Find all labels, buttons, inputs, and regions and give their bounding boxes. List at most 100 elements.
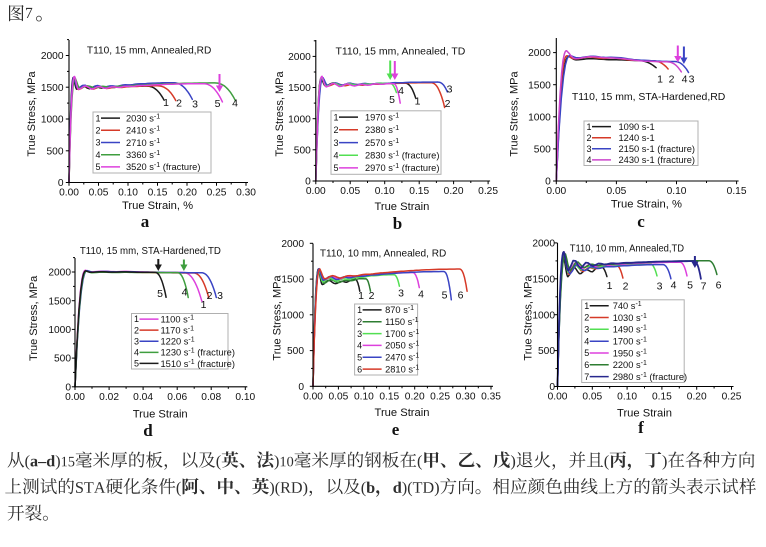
svg-text:1000: 1000 [288,114,311,125]
svg-text:3: 3 [587,144,592,154]
svg-text:a: a [141,212,150,231]
svg-text:T110, 10 mm, Annealed,TD: T110, 10 mm, Annealed,TD [570,244,684,255]
svg-text:5: 5 [442,290,448,302]
svg-text:2830 s-1 (fracture): 2830 s-1 (fracture) [365,151,439,161]
svg-text:4: 4 [682,74,688,86]
svg-text:500: 500 [287,346,304,357]
svg-text:4: 4 [357,341,362,351]
svg-text:0.20: 0.20 [177,188,197,199]
svg-text:0.00: 0.00 [65,392,85,403]
svg-text:5: 5 [389,94,395,106]
svg-text:1: 1 [201,299,207,311]
svg-text:6: 6 [458,290,464,302]
svg-text:0: 0 [65,382,71,393]
svg-text:True Strain: True Strain [133,408,188,420]
svg-text:2: 2 [369,290,375,302]
svg-text:1150 s-1: 1150 s-1 [385,317,419,327]
svg-text:4: 4 [418,289,424,301]
svg-text:0.00: 0.00 [59,188,79,199]
svg-text:500: 500 [54,354,71,365]
svg-text:T110, 15 mm, STA-Hardened,TD: T110, 15 mm, STA-Hardened,TD [80,246,221,257]
svg-text:T110, 15 mm, Annealed, TD: T110, 15 mm, Annealed, TD [336,47,466,58]
svg-text:0.30: 0.30 [456,392,476,403]
svg-text:0: 0 [305,177,311,188]
svg-text:1: 1 [357,305,362,315]
svg-text:0.35: 0.35 [481,392,501,403]
svg-text:0.05: 0.05 [582,392,602,403]
svg-text:True Stress, MPa: True Stress, MPa [28,275,40,361]
svg-text:500: 500 [538,346,555,357]
svg-text:1090 s-1: 1090 s-1 [619,122,655,132]
svg-text:2570 s-1: 2570 s-1 [365,138,399,148]
svg-text:1030 s-1: 1030 s-1 [613,313,647,323]
svg-text:0.10: 0.10 [118,188,138,199]
svg-text:1: 1 [96,113,101,123]
svg-text:0.04: 0.04 [133,392,153,403]
svg-text:2: 2 [584,313,589,323]
svg-text:2980 s-1 (fracture): 2980 s-1 (fracture) [613,372,687,382]
svg-text:5: 5 [687,280,693,292]
svg-text:True Stress, MPa: True Stress, MPa [523,275,535,361]
svg-text:4: 4 [584,336,589,346]
svg-text:2: 2 [587,133,592,143]
svg-text:1: 1 [587,122,592,132]
svg-text:4: 4 [232,98,238,110]
svg-text:1000: 1000 [532,310,555,321]
svg-text:3: 3 [584,325,589,335]
svg-text:1700 s-1: 1700 s-1 [613,337,647,347]
svg-text:4: 4 [671,280,677,292]
svg-text:2470 s-1: 2470 s-1 [385,353,419,363]
svg-text:2: 2 [669,74,675,86]
svg-text:3520 s-1 (fracture): 3520 s-1 (fracture) [126,162,200,172]
svg-text:4: 4 [182,287,188,299]
svg-text:e: e [392,420,400,439]
svg-text:0.10: 0.10 [235,392,255,403]
svg-text:3: 3 [357,329,362,339]
svg-text:5: 5 [215,98,221,110]
svg-text:0.00: 0.00 [303,392,323,403]
svg-text:5: 5 [584,348,589,358]
svg-text:2: 2 [207,290,213,302]
svg-text:0.05: 0.05 [328,392,348,403]
svg-text:2970 s-1 (fracture): 2970 s-1 (fracture) [365,163,439,173]
svg-text:3: 3 [689,74,695,86]
svg-text:T110, 15 mm, Annealed,RD: T110, 15 mm, Annealed,RD [87,45,211,56]
svg-text:2810 s-1: 2810 s-1 [385,364,419,374]
svg-text:f: f [638,418,644,437]
svg-text:1500: 1500 [281,275,304,286]
svg-text:0: 0 [545,177,551,188]
svg-text:1000: 1000 [41,115,64,126]
svg-text:0.25: 0.25 [207,188,227,199]
svg-text:500: 500 [534,145,551,156]
svg-text:3: 3 [134,336,139,346]
svg-text:2150 s-1 (fracture): 2150 s-1 (fracture) [619,144,695,154]
svg-text:True Stress, MPa: True Stress, MPa [272,275,284,361]
svg-text:3: 3 [334,138,339,148]
svg-text:2380 s-1: 2380 s-1 [365,125,399,135]
svg-text:2: 2 [96,126,101,136]
svg-text:1220 s-1: 1220 s-1 [161,337,195,347]
svg-text:0.25: 0.25 [430,392,450,403]
svg-text:7: 7 [701,281,707,293]
svg-text:500: 500 [294,145,311,156]
svg-text:1500: 1500 [41,83,64,94]
svg-text:7: 7 [584,372,589,382]
svg-text:2410 s-1: 2410 s-1 [126,126,160,136]
svg-text:500: 500 [47,146,64,157]
svg-text:5: 5 [357,352,362,362]
svg-text:0.10: 0.10 [354,392,374,403]
svg-text:1: 1 [657,74,663,86]
svg-text:1970 s-1: 1970 s-1 [365,112,399,122]
svg-text:2030 s-1: 2030 s-1 [126,113,160,123]
svg-text:4: 4 [587,155,592,165]
svg-text:1: 1 [134,314,139,324]
svg-text:2000: 2000 [281,239,304,250]
svg-text:0.02: 0.02 [99,392,119,403]
svg-text:0.05: 0.05 [89,188,109,199]
svg-text:6: 6 [716,280,722,292]
svg-text:T110, 10 mm, Annealed, RD: T110, 10 mm, Annealed, RD [320,249,446,260]
svg-text:5: 5 [96,162,101,172]
svg-text:1: 1 [607,280,613,292]
svg-text:1240 s-1: 1240 s-1 [619,133,655,143]
svg-text:d: d [143,421,153,440]
